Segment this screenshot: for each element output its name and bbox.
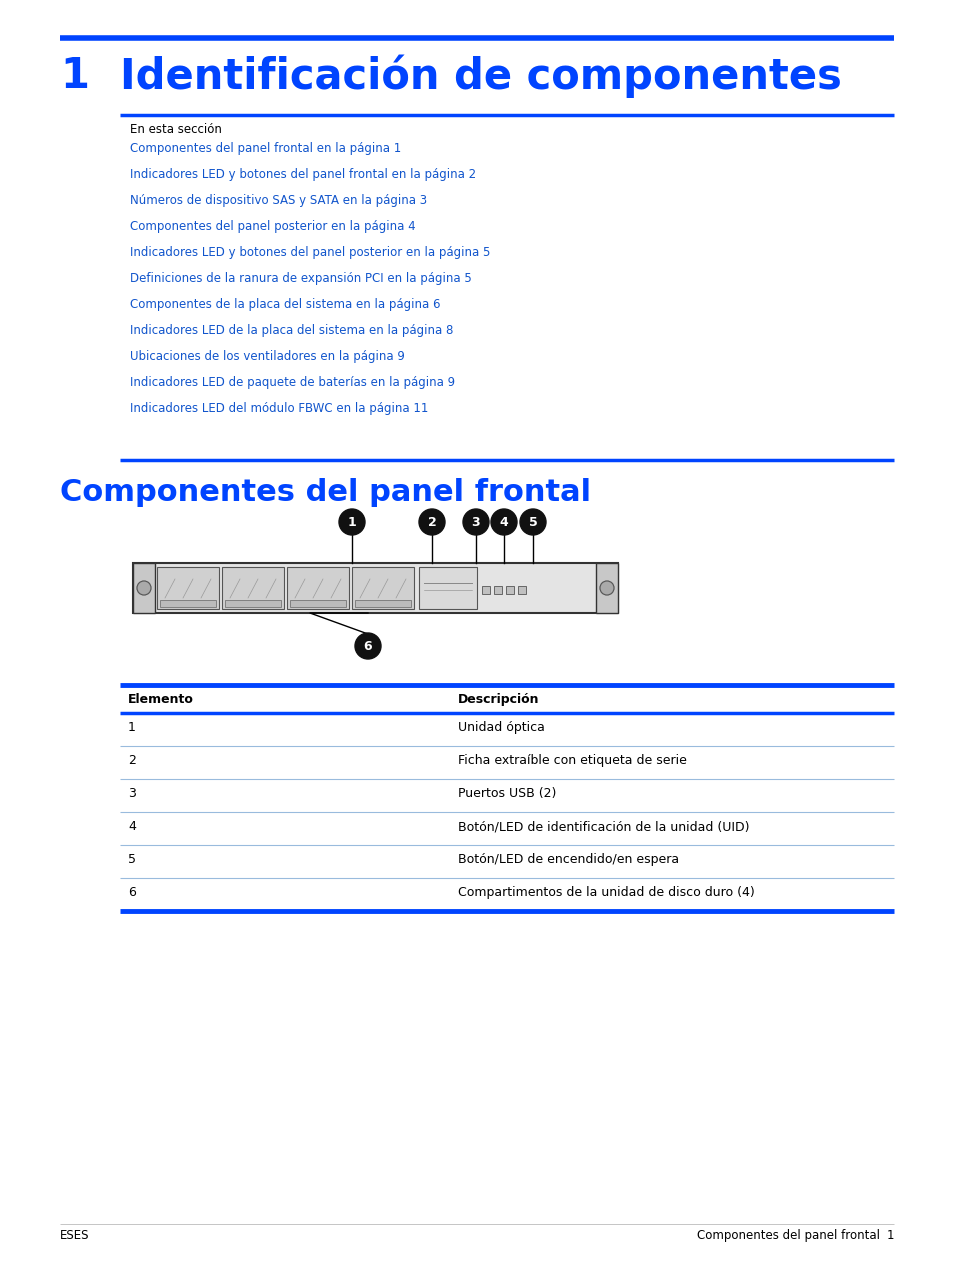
Text: Botón/LED de identificación de la unidad (UID): Botón/LED de identificación de la unidad… [457,820,749,833]
Text: 1: 1 [347,516,356,528]
FancyBboxPatch shape [505,585,514,594]
Circle shape [338,509,365,535]
FancyBboxPatch shape [481,585,490,594]
Text: Componentes del panel frontal: Componentes del panel frontal [697,1229,879,1242]
Text: Botón/LED de encendido/en espera: Botón/LED de encendido/en espera [457,853,679,866]
FancyBboxPatch shape [290,599,346,607]
Text: 1: 1 [885,1229,893,1242]
Text: Ubicaciones de los ventiladores en la página 9: Ubicaciones de los ventiladores en la pá… [130,351,404,363]
Circle shape [519,509,545,535]
Text: Indicadores LED de paquete de baterías en la página 9: Indicadores LED de paquete de baterías e… [130,376,455,389]
FancyBboxPatch shape [287,566,349,610]
Text: 2: 2 [427,516,436,528]
FancyBboxPatch shape [355,599,411,607]
Circle shape [137,580,151,596]
FancyBboxPatch shape [157,566,219,610]
Text: ESES: ESES [60,1229,90,1242]
Text: Componentes del panel frontal en la página 1: Componentes del panel frontal en la pági… [130,142,401,155]
Circle shape [599,580,614,596]
Circle shape [355,632,380,659]
Circle shape [462,509,489,535]
FancyBboxPatch shape [418,566,476,610]
Text: Ficha extraíble con etiqueta de serie: Ficha extraíble con etiqueta de serie [457,754,686,767]
Text: Puertos USB (2): Puertos USB (2) [457,787,556,800]
Text: 5: 5 [128,853,136,866]
Text: Componentes del panel posterior en la página 4: Componentes del panel posterior en la pá… [130,220,416,232]
FancyBboxPatch shape [517,585,525,594]
Text: 3: 3 [128,787,135,800]
Text: Indicadores LED y botones del panel frontal en la página 2: Indicadores LED y botones del panel fron… [130,168,476,182]
FancyBboxPatch shape [132,563,618,613]
FancyBboxPatch shape [225,599,281,607]
FancyBboxPatch shape [222,566,284,610]
FancyBboxPatch shape [160,599,215,607]
Text: Compartimentos de la unidad de disco duro (4): Compartimentos de la unidad de disco dur… [457,886,754,899]
Text: Componentes de la placa del sistema en la página 6: Componentes de la placa del sistema en l… [130,298,440,311]
Circle shape [418,509,444,535]
Text: 1: 1 [128,721,135,734]
Text: Componentes del panel frontal: Componentes del panel frontal [60,478,591,507]
Text: 3: 3 [471,516,479,528]
FancyBboxPatch shape [596,563,618,613]
Text: Descripción: Descripción [457,693,539,706]
Text: Indicadores LED y botones del panel posterior en la página 5: Indicadores LED y botones del panel post… [130,246,490,259]
Text: En esta sección: En esta sección [130,123,222,136]
Text: Unidad óptica: Unidad óptica [457,721,544,734]
Text: Números de dispositivo SAS y SATA en la página 3: Números de dispositivo SAS y SATA en la … [130,194,427,207]
FancyBboxPatch shape [352,566,414,610]
Text: Elemento: Elemento [128,693,193,706]
FancyBboxPatch shape [494,585,501,594]
Text: 6: 6 [128,886,135,899]
Text: 5: 5 [528,516,537,528]
Text: Definiciones de la ranura de expansión PCI en la página 5: Definiciones de la ranura de expansión P… [130,272,471,284]
Text: 2: 2 [128,754,135,767]
Text: Indicadores LED del módulo FBWC en la página 11: Indicadores LED del módulo FBWC en la pá… [130,403,428,415]
FancyBboxPatch shape [132,563,154,613]
Circle shape [491,509,517,535]
Text: Identificación de componentes: Identificación de componentes [120,55,841,99]
Text: 4: 4 [128,820,135,833]
Text: 4: 4 [499,516,508,528]
Text: 6: 6 [363,640,372,653]
Text: 1: 1 [60,55,89,97]
Text: Indicadores LED de la placa del sistema en la página 8: Indicadores LED de la placa del sistema … [130,324,453,337]
